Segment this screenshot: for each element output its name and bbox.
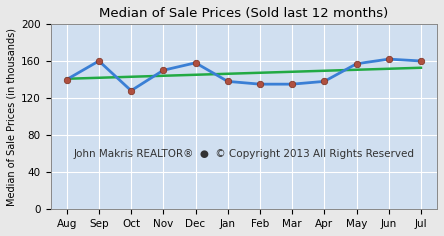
Point: [256, 82, 263, 86]
Point: [417, 59, 424, 63]
Point: [353, 62, 360, 66]
Point: [95, 59, 103, 63]
Point: [63, 78, 70, 81]
Y-axis label: Median of Sale Prices (in thousands): Median of Sale Prices (in thousands): [7, 28, 17, 206]
Point: [385, 57, 392, 61]
Point: [127, 89, 135, 93]
Title: Median of Sale Prices (Sold last 12 months): Median of Sale Prices (Sold last 12 mont…: [99, 7, 388, 20]
Point: [321, 80, 328, 83]
Point: [160, 68, 167, 72]
Point: [289, 82, 296, 86]
Point: [192, 61, 199, 65]
Point: [224, 80, 231, 83]
Text: John Makris REALTOR®  ●  © Copyright 2013 All Rights Reserved: John Makris REALTOR® ● © Copyright 2013 …: [73, 149, 414, 159]
